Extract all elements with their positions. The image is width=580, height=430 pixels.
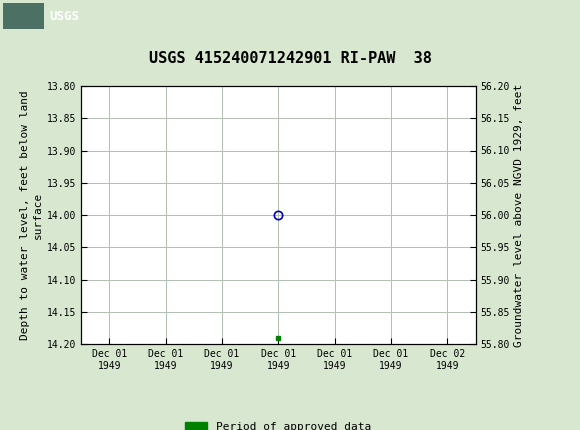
Text: USGS: USGS — [49, 9, 79, 23]
Bar — [3, 16, 23, 29]
Bar — [23, 16, 44, 29]
Y-axis label: Groundwater level above NGVD 1929, feet: Groundwater level above NGVD 1929, feet — [514, 83, 524, 347]
Y-axis label: Depth to water level, feet below land
surface: Depth to water level, feet below land su… — [20, 90, 43, 340]
Legend: Period of approved data: Period of approved data — [181, 418, 376, 430]
Text: USGS 415240071242901 RI-PAW  38: USGS 415240071242901 RI-PAW 38 — [148, 51, 432, 65]
Bar — [3, 3, 43, 29]
Bar — [3, 3, 23, 16]
Bar — [23, 3, 44, 16]
